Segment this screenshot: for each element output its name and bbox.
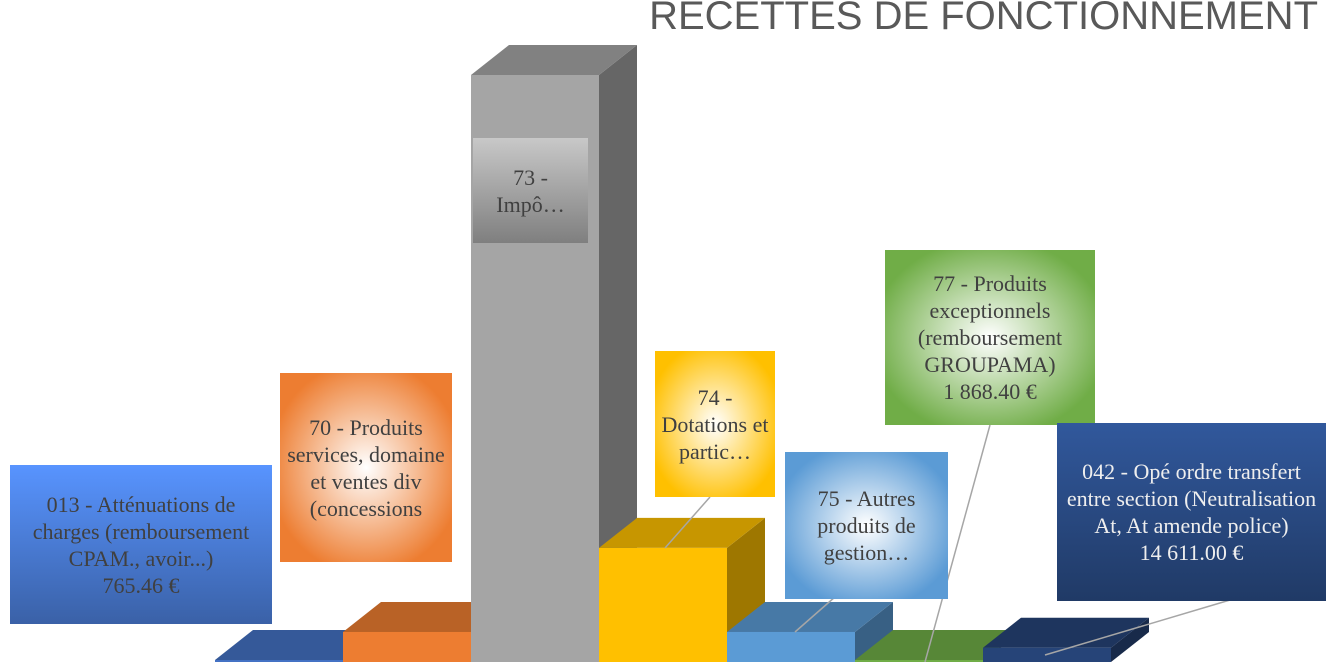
bar-front xyxy=(855,660,983,662)
data-label: 042 - Opé ordre transfert entre section … xyxy=(1057,423,1326,601)
bar-front xyxy=(599,547,727,662)
value-label: 14 611.00 € xyxy=(1139,540,1244,565)
data-label: 73 - Impô… xyxy=(473,138,588,243)
bar-side xyxy=(1111,617,1149,662)
leader-line xyxy=(924,424,991,662)
bar-top xyxy=(471,45,637,75)
data-label: 75 - Autres produits de gestion… xyxy=(785,452,948,599)
bar-front xyxy=(343,631,471,662)
bar-side xyxy=(599,45,637,662)
data-label: 77 - Produits exceptionnels (rembourseme… xyxy=(885,250,1095,425)
category-label: 70 - Produits services, domaine et vente… xyxy=(287,414,445,521)
bar xyxy=(727,601,893,662)
bar-front xyxy=(727,631,855,662)
category-label: 042 - Opé ordre transfert entre section … xyxy=(1066,459,1317,538)
bar-top xyxy=(599,517,765,548)
category-label: 77 - Produits exceptionnels (rembourseme… xyxy=(917,271,1063,377)
data-label: 013 - Atténuations de charges (rembourse… xyxy=(10,465,272,624)
bar-side xyxy=(855,601,893,662)
category-label: 74 - Dotations et partic… xyxy=(661,384,769,464)
value-label: 765.46 € xyxy=(102,572,180,598)
leader-line xyxy=(1044,599,1231,656)
bar xyxy=(599,517,765,662)
chart-title: RECETTES DE FONCTIONNEMENT xyxy=(649,0,1318,38)
leader-line xyxy=(664,496,711,549)
data-label: 74 - Dotations et partic… xyxy=(655,351,775,497)
value-label: 1 868.40 € xyxy=(943,379,1037,404)
category-label: 73 - Impô… xyxy=(496,164,565,217)
bar-top xyxy=(215,630,381,660)
category-label: 013 - Atténuations de charges (rembourse… xyxy=(32,491,250,571)
category-label: 75 - Autres produits de gestion… xyxy=(817,486,916,565)
bar-top xyxy=(343,601,509,632)
bar-front xyxy=(215,660,343,662)
bar xyxy=(983,617,1149,662)
bar-top xyxy=(727,601,893,632)
bar-top xyxy=(983,617,1149,648)
data-label: 70 - Produits services, domaine et vente… xyxy=(280,373,452,562)
bar-top xyxy=(855,630,1021,660)
